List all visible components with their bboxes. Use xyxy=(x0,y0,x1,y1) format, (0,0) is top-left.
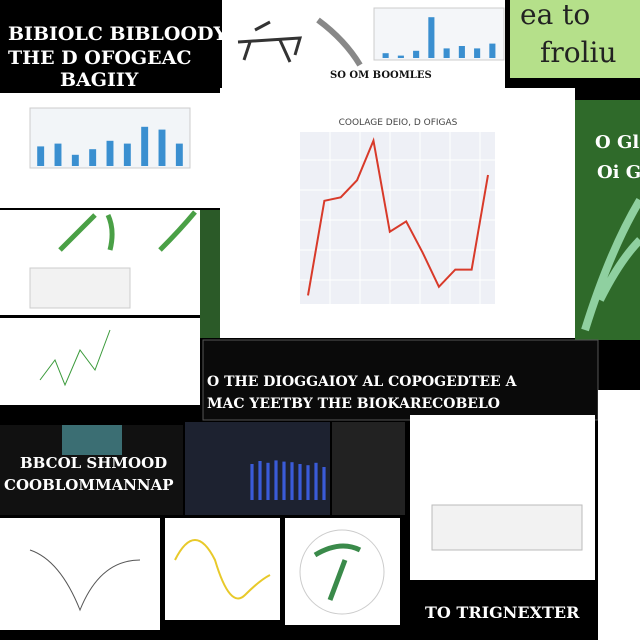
caption: SO OM BOOMLES xyxy=(330,70,432,81)
line xyxy=(307,137,489,296)
heading: Oi G xyxy=(597,162,640,183)
sketch xyxy=(237,20,303,63)
mini-chart xyxy=(29,267,131,309)
bar xyxy=(37,146,45,166)
bar xyxy=(89,149,97,166)
bar xyxy=(314,462,318,500)
bar xyxy=(397,55,404,58)
sketch-line xyxy=(29,549,141,612)
heading: COOBLOMMANNAP xyxy=(4,476,174,494)
sketch-line xyxy=(174,539,271,600)
bar xyxy=(250,464,254,500)
bar xyxy=(106,140,114,166)
bar xyxy=(458,46,465,58)
sketch xyxy=(313,543,362,601)
bar xyxy=(123,143,131,166)
bar xyxy=(298,464,302,500)
panel xyxy=(0,318,200,405)
bar xyxy=(258,461,262,500)
banner-text: O THE DIOGGAIOY AL COPOGEDTEE A xyxy=(207,374,518,390)
plot-area xyxy=(300,132,495,304)
panel xyxy=(598,390,640,640)
bar xyxy=(428,17,435,58)
sketch xyxy=(316,17,363,67)
globe xyxy=(299,529,385,615)
plant xyxy=(581,197,640,332)
bar xyxy=(322,467,326,500)
panel xyxy=(200,210,220,338)
caption: TO TRIGNEXTER xyxy=(425,603,580,622)
mini-chart xyxy=(431,504,583,551)
heading: THE D OFOGEAC xyxy=(8,47,191,69)
photo xyxy=(62,425,122,455)
plant xyxy=(58,210,197,252)
panel xyxy=(510,0,640,78)
bar xyxy=(158,129,166,166)
heading: O Gl xyxy=(595,132,639,153)
bar xyxy=(382,53,389,58)
bar xyxy=(141,126,149,166)
heading: ea to xyxy=(520,0,590,31)
bar xyxy=(71,154,79,166)
heading: BAGIIY xyxy=(60,69,139,91)
banner xyxy=(202,339,599,421)
bar xyxy=(266,462,270,500)
bar xyxy=(282,461,286,500)
heading: froliu xyxy=(540,36,617,69)
heading: BIBIOLC BIBLOODY xyxy=(8,23,227,45)
bar xyxy=(274,460,278,500)
panel xyxy=(332,422,405,515)
grid xyxy=(300,132,495,304)
bar xyxy=(489,43,496,58)
bar xyxy=(54,143,62,166)
panel xyxy=(410,415,595,580)
panel xyxy=(185,422,330,515)
chart-title: COOLAGE DEIO, D OFIGAS xyxy=(339,118,458,128)
bar xyxy=(175,143,183,166)
bar xyxy=(290,462,294,500)
bar xyxy=(413,50,420,58)
sketch-line xyxy=(39,329,111,387)
mini-chart xyxy=(373,7,505,61)
banner-text: MAC YEETBY THE BIOKARECOBELO xyxy=(207,396,500,412)
bar xyxy=(443,48,450,58)
bar xyxy=(474,48,481,58)
bar xyxy=(306,465,310,500)
heading: BBCOL SHMOOD xyxy=(20,454,167,472)
panel xyxy=(0,518,160,630)
panel xyxy=(165,518,280,620)
